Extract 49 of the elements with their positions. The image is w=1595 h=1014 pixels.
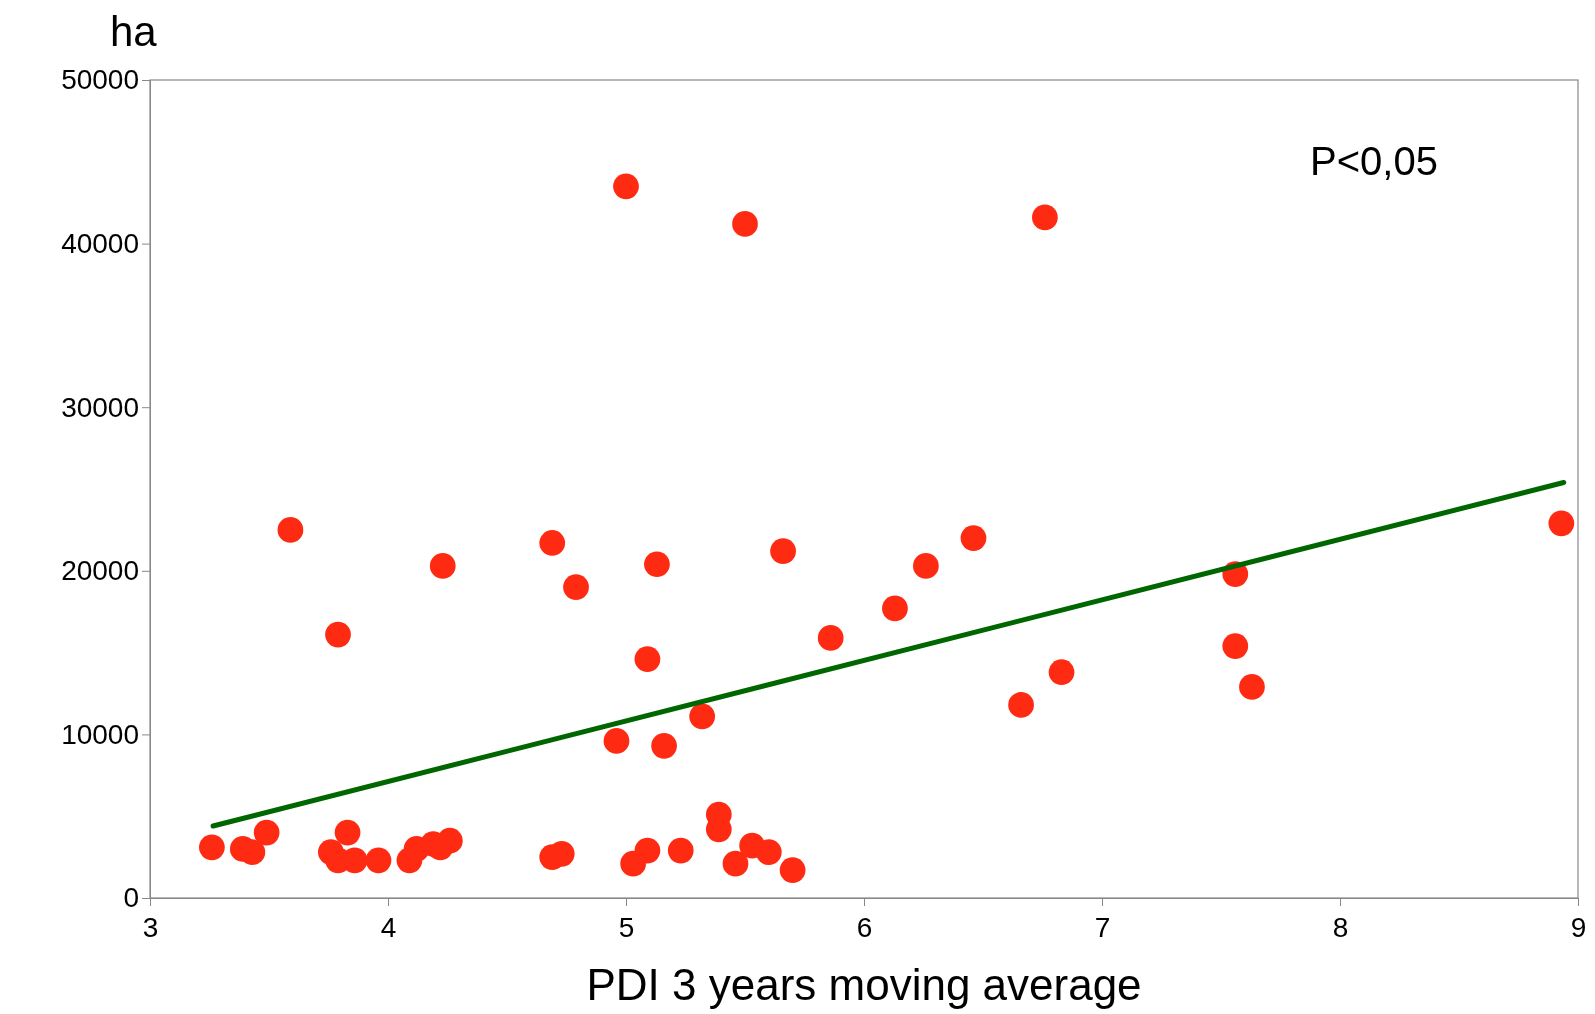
point — [603, 728, 630, 754]
x-tick-label: 5 — [618, 912, 635, 943]
point — [644, 551, 670, 578]
y-tick-label: 40000 — [61, 228, 139, 260]
x-tick-label: 4 — [380, 912, 397, 943]
y-tick-label: 30000 — [61, 391, 139, 423]
point — [334, 819, 361, 846]
point — [634, 646, 661, 672]
point — [563, 574, 589, 600]
point — [770, 538, 796, 565]
y-tick-label: 0 — [123, 882, 139, 914]
x-tick-label: 9 — [1570, 912, 1587, 943]
point — [613, 173, 639, 200]
point — [277, 517, 304, 543]
point — [1548, 510, 1575, 537]
point — [882, 595, 908, 622]
y-axis-title: ha — [110, 8, 158, 55]
point — [539, 530, 566, 556]
point — [722, 850, 749, 877]
point — [365, 847, 392, 874]
x-axis-title: PDI 3 years moving average — [586, 960, 1142, 1009]
point — [1048, 659, 1075, 686]
point — [689, 703, 716, 730]
point — [913, 553, 939, 579]
y-tick-label: 50000 — [61, 64, 139, 96]
point — [817, 625, 844, 651]
x-tick-label: 6 — [856, 912, 873, 943]
point — [429, 553, 456, 579]
point — [667, 837, 694, 864]
point — [732, 211, 758, 237]
x-tick-label: 8 — [1332, 912, 1349, 943]
point — [1008, 692, 1034, 718]
y-tick-label: 20000 — [61, 555, 139, 587]
annotation: P<0,05 — [1310, 139, 1438, 183]
point — [1032, 204, 1058, 231]
x-tick-label: 7 — [1094, 912, 1111, 943]
point — [1239, 674, 1265, 700]
point — [755, 839, 782, 866]
x-tick-label: 3 — [142, 912, 159, 943]
point — [1222, 633, 1249, 659]
point — [960, 525, 987, 551]
point — [634, 837, 661, 864]
point — [253, 819, 280, 846]
point — [437, 827, 463, 854]
point — [199, 834, 225, 861]
y-tick-label: 10000 — [61, 718, 139, 750]
point — [651, 733, 677, 759]
point — [779, 857, 806, 884]
point — [325, 621, 351, 648]
